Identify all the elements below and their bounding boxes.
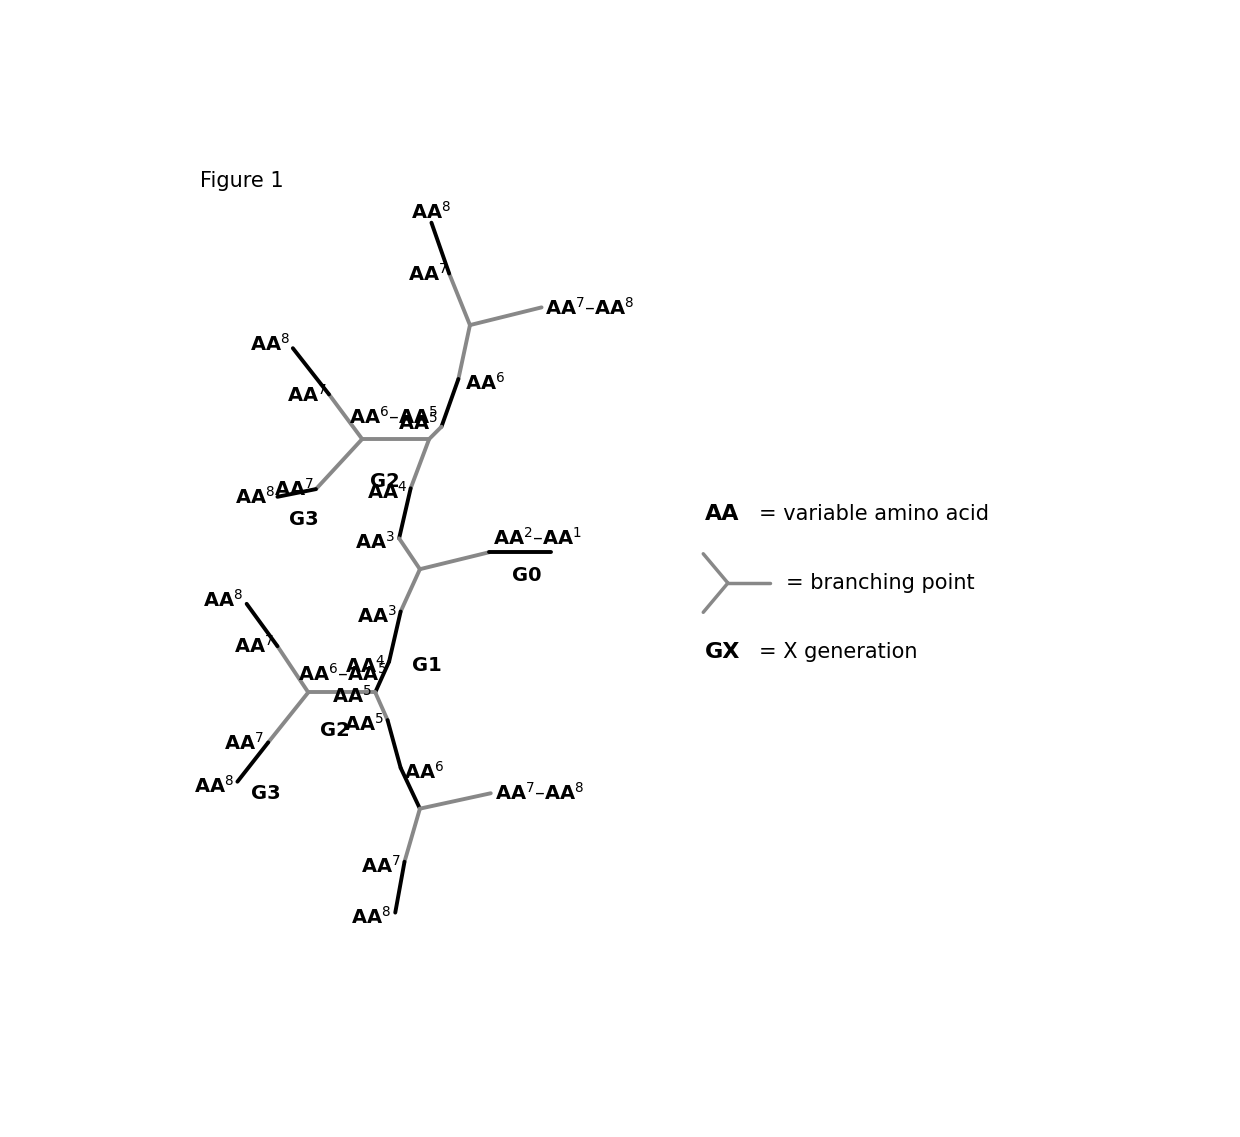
Text: AA$^{8}$: AA$^{8}$: [203, 589, 243, 611]
Text: AA$^6$–AA$^5$: AA$^6$–AA$^5$: [299, 663, 388, 684]
Text: AA$^{7}$: AA$^{7}$: [274, 479, 314, 500]
Text: AA$^2$–AA$^1$: AA$^2$–AA$^1$: [494, 526, 582, 548]
Text: AA$^{8}$: AA$^{8}$: [351, 905, 392, 928]
Text: AA$^{8}$: AA$^{8}$: [193, 774, 233, 797]
Text: G1: G1: [412, 656, 441, 675]
Text: = branching point: = branching point: [786, 573, 975, 594]
Text: AA$^{7}$: AA$^{7}$: [361, 855, 401, 877]
Text: AA$^{8}$: AA$^{8}$: [236, 485, 275, 508]
Text: AA$^{4}$: AA$^{4}$: [367, 481, 407, 504]
Text: AA$^{8}$: AA$^{8}$: [412, 201, 451, 223]
Text: G2: G2: [370, 472, 399, 491]
Text: G0: G0: [512, 566, 542, 584]
Text: G2: G2: [320, 721, 350, 740]
Text: GX: GX: [704, 642, 740, 663]
Text: AA$^7$–AA$^8$: AA$^7$–AA$^8$: [495, 782, 584, 804]
Text: AA$^{7}$: AA$^{7}$: [224, 731, 264, 754]
Text: = X generation: = X generation: [759, 642, 918, 663]
Text: AA$^{6}$: AA$^{6}$: [465, 372, 505, 393]
Text: AA$^{5}$: AA$^{5}$: [331, 686, 372, 707]
Text: AA$^{8}$: AA$^{8}$: [250, 333, 290, 355]
Text: AA$^7$–AA$^8$: AA$^7$–AA$^8$: [546, 297, 635, 318]
Text: AA$^{5}$: AA$^{5}$: [343, 713, 383, 735]
Text: AA$^{3}$: AA$^{3}$: [357, 605, 397, 626]
Text: AA$^{7}$: AA$^{7}$: [408, 263, 448, 284]
Text: G3: G3: [289, 511, 319, 530]
Text: Figure 1: Figure 1: [201, 171, 284, 191]
Text: = variable amino acid: = variable amino acid: [759, 504, 988, 524]
Text: AA: AA: [704, 504, 739, 524]
Text: AA$^{6}$: AA$^{6}$: [404, 761, 445, 782]
Text: G3: G3: [252, 783, 281, 803]
Text: AA$^{3}$: AA$^{3}$: [356, 531, 396, 554]
Text: AA$^{7}$: AA$^{7}$: [233, 636, 274, 657]
Text: AA$^{7}$: AA$^{7}$: [286, 383, 326, 405]
Text: AA$^6$–AA$^5$: AA$^6$–AA$^5$: [350, 406, 438, 428]
Text: AA$^{5}$: AA$^{5}$: [398, 412, 438, 434]
Text: AA$^{4}$: AA$^{4}$: [345, 655, 386, 677]
